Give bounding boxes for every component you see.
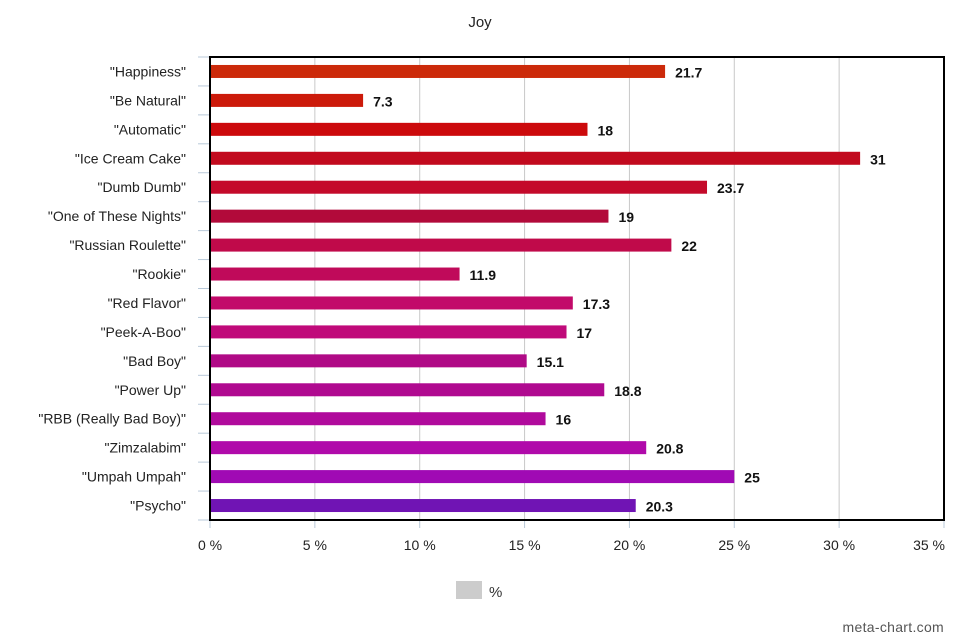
bar [210, 122, 588, 136]
credit-text: meta-chart.com [843, 619, 944, 635]
x-tick-label: 10 % [404, 537, 436, 553]
category-label: "Be Natural" [110, 92, 186, 108]
x-tick-label: 20 % [613, 537, 645, 553]
bar [210, 354, 527, 368]
bar [210, 93, 364, 107]
bar [210, 151, 861, 165]
category-label: "One of These Nights" [48, 208, 186, 224]
bar [210, 180, 708, 194]
category-label: "Ice Cream Cake" [75, 150, 186, 166]
category-label: "Russian Roulette" [69, 237, 186, 253]
value-label: 20.8 [656, 441, 683, 457]
category-label: "Bad Boy" [123, 353, 186, 369]
legend-swatch [456, 581, 482, 599]
x-tick-label: 35 % [913, 537, 945, 553]
value-label: 7.3 [373, 93, 393, 109]
value-label: 21.7 [675, 64, 702, 80]
category-label: "RBB (Really Bad Boy)" [38, 411, 186, 427]
x-tick-label: 5 % [303, 537, 327, 553]
value-label: 17.3 [583, 296, 610, 312]
bar [210, 267, 460, 281]
value-labels: 21.7 7.3 18 31 23.7 19 22 11.9 17.3 17 15.1 18.8 16 2… [373, 64, 886, 514]
x-tick-label: 30 % [823, 537, 855, 553]
bar [210, 412, 546, 426]
category-labels: "Happiness" "Be Natural" "Automatic" "Ice C… [38, 63, 186, 513]
value-label: 17 [577, 325, 593, 341]
plot-frame [209, 56, 945, 521]
value-label: 22 [681, 238, 697, 254]
category-label: "Automatic" [114, 121, 186, 137]
x-tick-label: 25 % [718, 537, 750, 553]
category-label: "Peek-A-Boo" [101, 324, 186, 340]
category-label: "Zimzalabim" [104, 440, 186, 456]
value-label: 23.7 [717, 180, 744, 196]
x-tick-label: 15 % [509, 537, 541, 553]
x-tick-label: 0 % [198, 537, 222, 553]
bar [210, 470, 735, 484]
value-label: 18 [597, 122, 613, 138]
category-label: "Red Flavor" [108, 295, 186, 311]
value-label: 31 [870, 151, 886, 167]
category-label: "Happiness" [110, 63, 186, 79]
legend-label: % [489, 584, 502, 601]
category-label: "Dumb Dumb" [97, 179, 186, 195]
value-label: 25 [744, 470, 760, 486]
bar [210, 209, 609, 223]
bar [210, 296, 573, 310]
bar [210, 499, 636, 513]
value-label: 15.1 [537, 354, 564, 370]
chart-title: Joy [468, 14, 492, 31]
legend: % [456, 581, 502, 601]
category-label: "Umpah Umpah" [82, 469, 186, 485]
bar [210, 238, 672, 252]
bar [210, 441, 647, 455]
value-label: 18.8 [614, 383, 641, 399]
value-label: 16 [556, 412, 572, 428]
bars [210, 64, 861, 513]
category-label: "Rookie" [132, 266, 186, 282]
bar [210, 325, 567, 339]
value-label: 19 [618, 209, 634, 225]
category-label: "Psycho" [130, 498, 186, 514]
x-tick-labels: 0 % 5 % 10 % 15 % 20 % 25 % 30 % 35 % [198, 537, 945, 553]
value-label: 20.3 [646, 499, 673, 515]
value-label: 11.9 [470, 267, 497, 283]
category-label: "Power Up" [115, 382, 186, 398]
bar [210, 383, 605, 397]
bar [210, 64, 666, 78]
